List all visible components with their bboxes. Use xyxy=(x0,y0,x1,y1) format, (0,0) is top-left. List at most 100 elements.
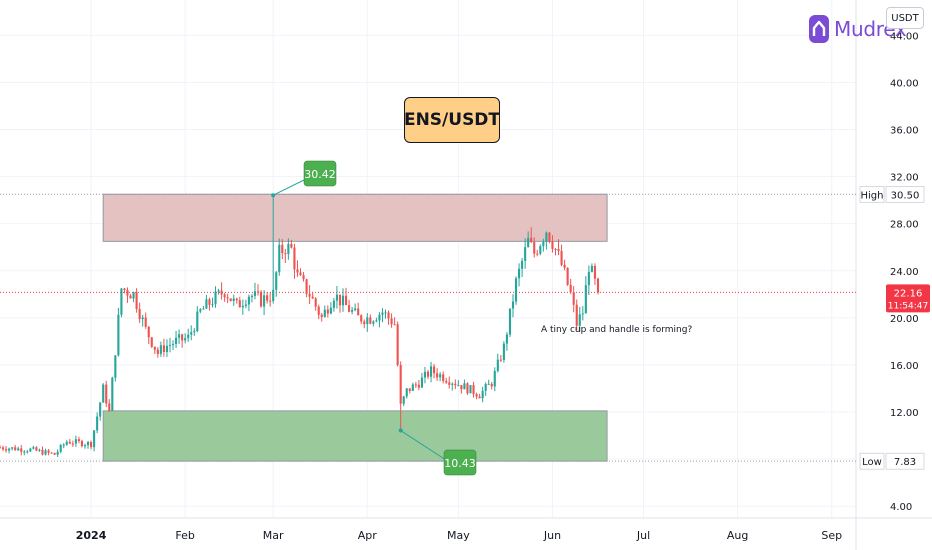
candle-body xyxy=(205,299,208,309)
candle-body xyxy=(184,338,187,341)
low-tag-value: 7.83 xyxy=(894,457,916,468)
candle-body xyxy=(335,294,338,301)
candle-body xyxy=(566,267,569,285)
candle-body xyxy=(35,447,38,451)
candle-body xyxy=(426,371,430,377)
y-tick-label: 36.00 xyxy=(890,126,919,137)
candle-body xyxy=(466,383,469,394)
candle-body xyxy=(518,268,521,279)
candle-body xyxy=(393,324,396,326)
pair-title: ENS/USDT xyxy=(403,110,501,130)
candle-body xyxy=(23,451,26,453)
candle-body xyxy=(29,448,32,452)
currency-selector[interactable]: USDT xyxy=(886,7,924,29)
candle-body xyxy=(314,298,317,307)
candle-body xyxy=(545,232,548,242)
candle-body xyxy=(74,439,77,444)
candle-body xyxy=(405,388,408,397)
last-price-countdown: 11:54:47 xyxy=(888,301,928,311)
candle-body xyxy=(351,310,354,312)
candle-body xyxy=(178,334,181,338)
candle-body xyxy=(38,449,41,451)
candle-body xyxy=(129,295,132,299)
candle-body xyxy=(284,253,287,255)
low-callout-dot xyxy=(398,428,403,433)
candle-body xyxy=(108,403,111,411)
candle-body xyxy=(569,284,572,293)
candle-body xyxy=(235,298,238,301)
candle-body xyxy=(220,290,223,295)
low-tag-label-box xyxy=(859,452,885,470)
candle-body xyxy=(80,441,84,447)
candle-body xyxy=(47,450,50,453)
y-tick-label: 20.00 xyxy=(890,314,919,325)
low-tag-value-box xyxy=(885,452,925,470)
y-tick-label: 4.00 xyxy=(890,502,912,513)
candle-body xyxy=(575,304,578,326)
candle-body xyxy=(487,383,490,385)
candle-body xyxy=(214,291,217,305)
candle-body xyxy=(77,439,80,442)
candle-body xyxy=(396,324,399,365)
candle-body xyxy=(578,314,581,326)
candle-body xyxy=(348,305,351,312)
candle-body xyxy=(451,383,454,385)
candle-body xyxy=(484,384,487,391)
candle-body xyxy=(41,449,44,455)
candle-body xyxy=(490,383,493,387)
candle-body xyxy=(156,349,159,354)
candle-body xyxy=(372,321,375,324)
x-tick-label: Sep xyxy=(821,529,842,542)
candle-body xyxy=(144,317,147,327)
candle-body xyxy=(296,269,299,273)
candle-body xyxy=(442,374,445,382)
candle-body xyxy=(357,308,360,316)
candle-body xyxy=(32,447,35,449)
candle-body xyxy=(472,385,475,395)
candle-body xyxy=(323,309,326,317)
candle-body xyxy=(17,448,20,451)
candle-body xyxy=(408,388,411,391)
candle-body xyxy=(253,291,257,296)
candle-body xyxy=(399,364,402,404)
candle-body xyxy=(287,243,290,255)
x-tick-label: Aug xyxy=(727,529,748,542)
candle-body xyxy=(572,292,575,305)
candle-body xyxy=(320,314,323,317)
candle-body xyxy=(199,309,202,312)
y-tick-label: 32.00 xyxy=(890,173,919,184)
candle-body xyxy=(341,295,345,306)
candle-body xyxy=(429,366,433,377)
candle-body xyxy=(266,295,269,301)
candle-body xyxy=(50,452,53,454)
candle-body xyxy=(469,385,472,394)
candle-body xyxy=(360,315,363,322)
x-tick-label: May xyxy=(447,529,470,542)
candle-body xyxy=(8,448,11,451)
candle-body xyxy=(587,271,590,286)
candle-body xyxy=(187,334,190,339)
candle-body xyxy=(117,314,120,356)
candle-body xyxy=(387,312,390,319)
y-tick-label: 24.00 xyxy=(890,267,919,278)
high-tag-value: 30.50 xyxy=(891,190,920,201)
candle-body xyxy=(496,359,499,371)
candle-body xyxy=(402,396,405,404)
candle-body xyxy=(548,232,551,242)
high-callout-line xyxy=(272,179,305,196)
candle-body xyxy=(502,343,505,360)
candle-body xyxy=(584,285,587,314)
candle-body xyxy=(44,450,47,455)
candle-body xyxy=(120,288,123,315)
candle-body xyxy=(105,384,108,404)
candle-body xyxy=(223,294,226,298)
candle-body xyxy=(153,346,156,350)
candle-body xyxy=(162,345,165,352)
chart-annotation: A tiny cup and handle is forming? xyxy=(541,325,693,335)
candle-body xyxy=(275,272,278,290)
y-tick-label: 40.00 xyxy=(890,78,919,89)
mudrex-logo-icon xyxy=(809,15,829,43)
candle-body xyxy=(436,373,439,378)
